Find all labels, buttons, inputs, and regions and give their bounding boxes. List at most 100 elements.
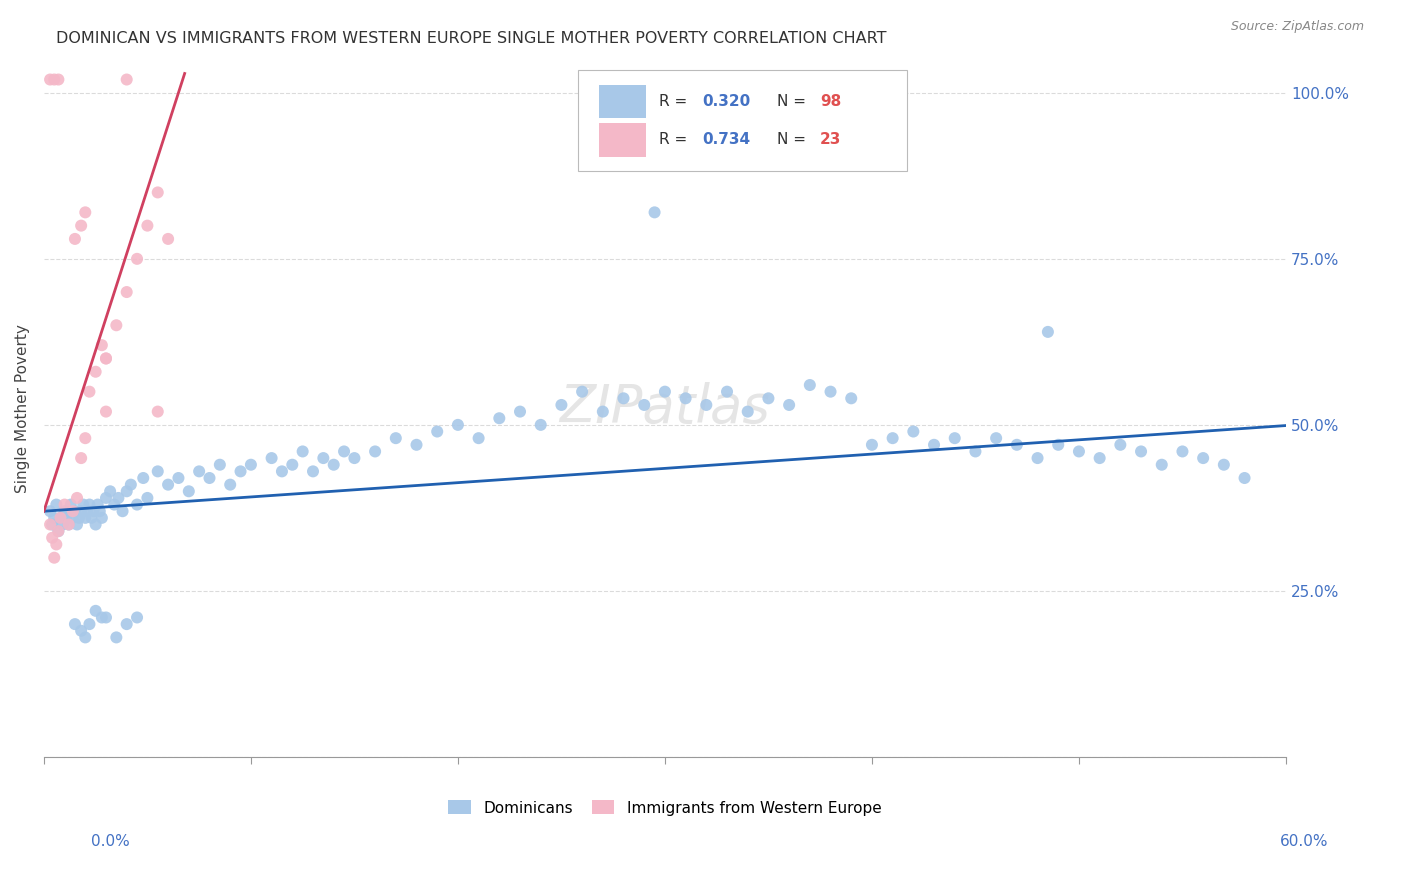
Point	[302, 464, 325, 478]
Point	[94, 404, 117, 418]
Point	[49, 511, 72, 525]
Point	[58, 517, 80, 532]
Point	[84, 517, 107, 532]
Point	[146, 464, 169, 478]
Point	[612, 392, 634, 406]
Point	[103, 498, 125, 512]
Point	[55, 511, 77, 525]
Point	[943, 431, 966, 445]
Point	[1171, 444, 1194, 458]
Point	[41, 531, 63, 545]
Point	[385, 431, 408, 445]
Point	[58, 517, 80, 532]
Y-axis label: Single Mother Poverty: Single Mother Poverty	[15, 324, 30, 492]
Point	[48, 72, 70, 87]
FancyBboxPatch shape	[599, 85, 647, 118]
Point	[219, 477, 242, 491]
Point	[281, 458, 304, 472]
Point	[695, 398, 717, 412]
Point	[799, 378, 821, 392]
Point	[90, 338, 112, 352]
Point	[1036, 325, 1059, 339]
Point	[75, 511, 97, 525]
Point	[49, 511, 72, 525]
Text: 0.734: 0.734	[702, 132, 751, 147]
Point	[157, 232, 180, 246]
Point	[592, 404, 614, 418]
Point	[364, 444, 387, 458]
Text: N =: N =	[776, 132, 811, 147]
Point	[146, 186, 169, 200]
Point	[447, 417, 470, 432]
Point	[59, 498, 82, 512]
Point	[571, 384, 593, 399]
Point	[675, 392, 697, 406]
Text: Source: ZipAtlas.com: Source: ZipAtlas.com	[1230, 20, 1364, 33]
Point	[260, 451, 283, 466]
Point	[105, 318, 128, 333]
Point	[115, 484, 138, 499]
Point	[63, 232, 86, 246]
Point	[75, 205, 97, 219]
Point	[1026, 451, 1049, 466]
Point	[62, 504, 84, 518]
Point	[737, 404, 759, 418]
Point	[198, 471, 221, 485]
Point	[291, 444, 314, 458]
Text: DOMINICAN VS IMMIGRANTS FROM WESTERN EUROPE SINGLE MOTHER POVERTY CORRELATION CH: DOMINICAN VS IMMIGRANTS FROM WESTERN EUR…	[56, 31, 887, 46]
Point	[53, 504, 76, 518]
Point	[41, 517, 63, 532]
Point	[509, 404, 531, 418]
Point	[125, 498, 148, 512]
Point	[48, 524, 70, 538]
Point	[84, 604, 107, 618]
Point	[107, 491, 129, 505]
Point	[125, 252, 148, 266]
Text: N =: N =	[776, 94, 811, 109]
Point	[115, 285, 138, 299]
Point	[39, 72, 62, 87]
Point	[70, 624, 93, 638]
Point	[405, 438, 427, 452]
Point	[922, 438, 945, 452]
Point	[1130, 444, 1153, 458]
Point	[83, 504, 105, 518]
Point	[132, 471, 155, 485]
Point	[136, 491, 159, 505]
Point	[758, 392, 780, 406]
Point	[343, 451, 366, 466]
Point	[488, 411, 510, 425]
Point	[550, 398, 572, 412]
Point	[86, 498, 108, 512]
Point	[467, 431, 489, 445]
Point	[62, 511, 84, 525]
Point	[75, 631, 97, 645]
Point	[94, 351, 117, 366]
Text: 23: 23	[820, 132, 842, 147]
Text: 60.0%: 60.0%	[1281, 834, 1329, 848]
Point	[1212, 458, 1234, 472]
Point	[70, 504, 93, 518]
Point	[146, 404, 169, 418]
Point	[239, 458, 262, 472]
Point	[66, 491, 89, 505]
Point	[80, 511, 103, 525]
Point	[1067, 444, 1090, 458]
Point	[322, 458, 344, 472]
Point	[89, 504, 111, 518]
Point	[44, 550, 66, 565]
Point	[70, 219, 93, 233]
Point	[188, 464, 211, 478]
Point	[67, 511, 90, 525]
Point	[53, 498, 76, 512]
Point	[208, 458, 231, 472]
Point	[94, 491, 117, 505]
Point	[39, 504, 62, 518]
Text: 98: 98	[820, 94, 841, 109]
Point	[79, 498, 101, 512]
Point	[79, 617, 101, 632]
Point	[333, 444, 356, 458]
Point	[177, 484, 200, 499]
Point	[1192, 451, 1215, 466]
Point	[94, 351, 117, 366]
